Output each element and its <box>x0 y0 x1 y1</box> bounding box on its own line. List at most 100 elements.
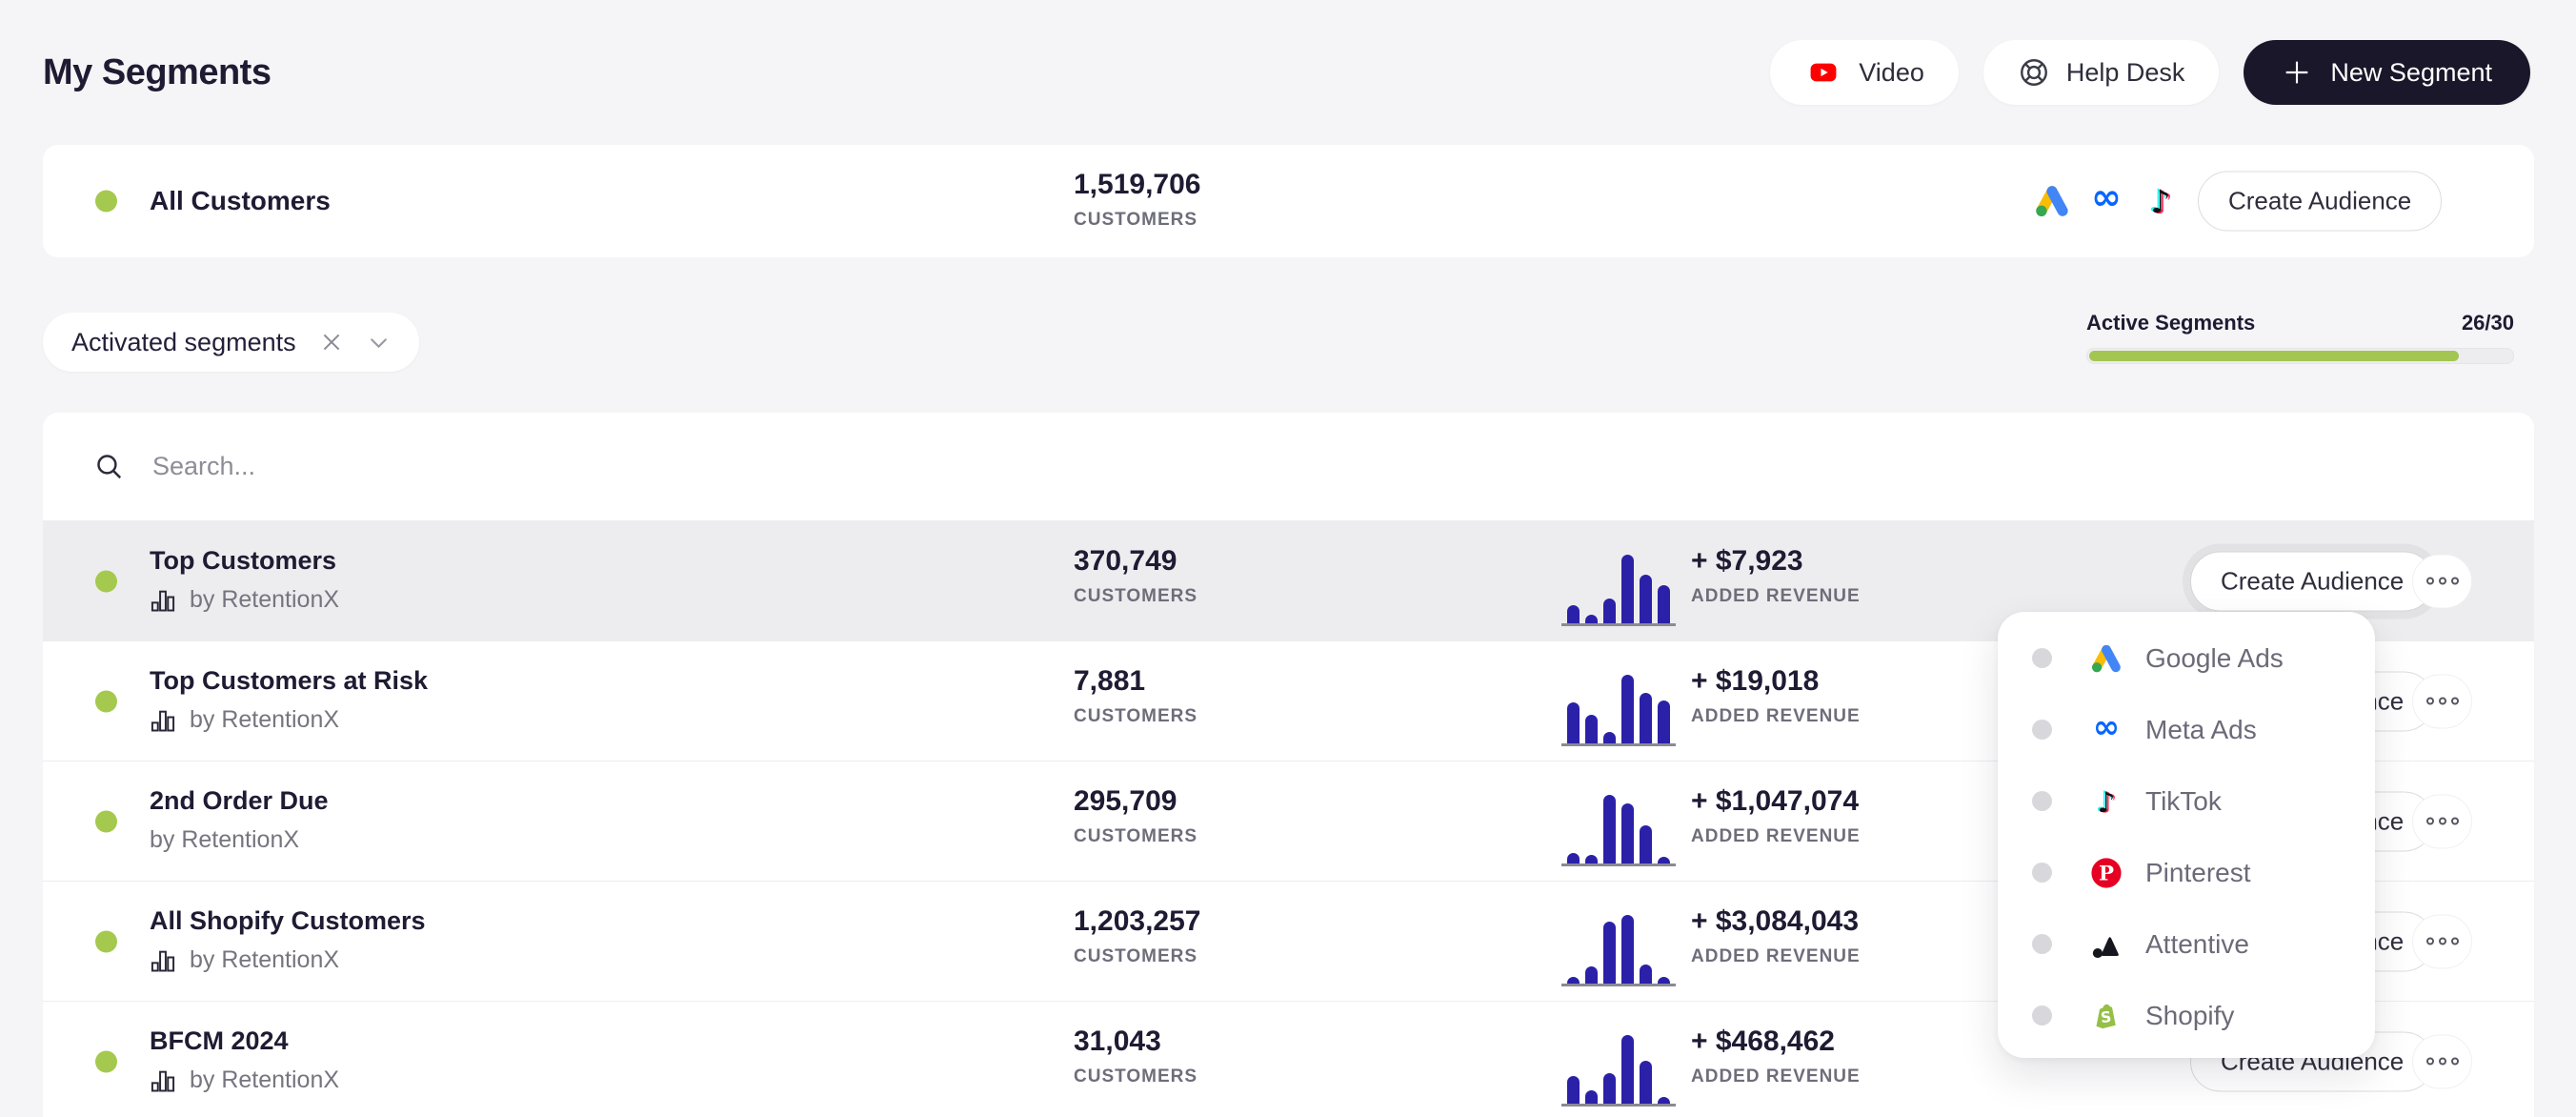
all-customers-count-block: 1,519,706 CUSTOMERS <box>1074 171 1200 230</box>
segment-row-top-customers[interactable]: Top Customers by RetentionX 370,749 CUST… <box>43 520 2534 640</box>
search-icon <box>93 451 125 482</box>
dropdown-item-label: TikTok <box>2145 785 2222 816</box>
added-revenue: + $468,462 <box>1691 1026 1835 1057</box>
customer-count-block: 370,749 CUSTOMERS <box>1074 545 1198 606</box>
added-revenue-label: ADDED REVENUE <box>1691 706 1861 726</box>
all-customers-card: All Customers 1,519,706 CUSTOMERS Create… <box>43 145 2534 257</box>
youtube-icon <box>1804 59 1842 86</box>
status-dot <box>95 570 117 592</box>
added-revenue-label: ADDED REVENUE <box>1691 946 1861 966</box>
quota-progress-track <box>2086 348 2514 364</box>
dropdown-item-attentive[interactable]: Attentive <box>1998 908 2375 980</box>
tiktok-icon <box>2143 183 2179 219</box>
radio-unselected[interactable] <box>2032 863 2052 883</box>
segment-name[interactable]: Top Customers at Risk <box>150 666 429 695</box>
page-title: My Segments <box>43 51 272 92</box>
radio-unselected[interactable] <box>2032 791 2052 811</box>
customers-label: CUSTOMERS <box>1074 946 1198 966</box>
dropdown-item-label: Meta Ads <box>2145 714 2257 744</box>
meta-ads-icon <box>2088 183 2124 219</box>
mini-chart-icon <box>150 947 176 974</box>
customer-count: 295,709 <box>1074 785 1177 817</box>
quota-progress-fill <box>2089 351 2459 361</box>
customers-label: CUSTOMERS <box>1074 706 1198 726</box>
help-desk-button[interactable]: Help Desk <box>1982 40 2220 105</box>
create-audience-button[interactable]: Create Audience <box>2190 551 2435 611</box>
quota-label: Active Segments <box>2086 311 2256 335</box>
more-options-button[interactable] <box>2412 794 2472 848</box>
segment-name[interactable]: 2nd Order Due <box>150 786 329 815</box>
chevron-down-icon[interactable] <box>367 331 391 355</box>
radio-unselected[interactable] <box>2032 1005 2052 1026</box>
video-button[interactable]: Video <box>1770 40 1959 105</box>
revenue-sparkline <box>1561 1031 1676 1107</box>
segment-byline: by RetentionX <box>190 706 340 733</box>
shopify-icon <box>2090 1000 2123 1032</box>
added-revenue-label: ADDED REVENUE <box>1691 826 1861 846</box>
quota-value: 26/30 <box>2461 311 2514 335</box>
dropdown-item-shopify[interactable]: Shopify <box>1998 980 2375 1051</box>
customer-count: 370,749 <box>1074 545 1177 577</box>
close-icon[interactable] <box>319 330 344 355</box>
radio-unselected[interactable] <box>2032 648 2052 668</box>
segment-byline: by RetentionX <box>190 586 340 613</box>
customers-label: CUSTOMERS <box>1074 586 1198 606</box>
segment-name[interactable]: All Shopify Customers <box>150 906 426 935</box>
new-segment-button-label: New Segment <box>2330 57 2492 87</box>
dropdown-item-meta-ads[interactable]: Meta Ads <box>1998 694 2375 765</box>
dropdown-item-google-ads[interactable]: Google Ads <box>1998 622 2375 694</box>
segments-list-card: Top Customers by RetentionX 370,749 CUST… <box>43 413 2534 1117</box>
customer-count-block: 295,709 CUSTOMERS <box>1074 785 1198 846</box>
status-dot <box>95 930 117 952</box>
pinterest-icon <box>2090 857 2123 889</box>
customer-count: 31,043 <box>1074 1026 1161 1057</box>
dropdown-item-tiktok[interactable]: TikTok <box>1998 765 2375 837</box>
added-revenue: + $7,923 <box>1691 545 1803 577</box>
customer-count: 7,881 <box>1074 665 1146 697</box>
added-revenue-block: + $3,084,043 ADDED REVENUE <box>1691 905 1861 966</box>
more-options-button[interactable] <box>2412 674 2472 728</box>
video-button-label: Video <box>1859 57 1924 87</box>
radio-unselected[interactable] <box>2032 934 2052 954</box>
status-dot <box>95 810 117 832</box>
plus-icon <box>2282 57 2312 88</box>
added-revenue-block: + $19,018 ADDED REVENUE <box>1691 665 1861 726</box>
dropdown-item-pinterest[interactable]: Pinterest <box>1998 837 2375 908</box>
added-revenue-block: + $1,047,074 ADDED REVENUE <box>1691 785 1861 846</box>
create-audience-button[interactable]: Create Audience <box>2198 171 2443 232</box>
more-options-button[interactable] <box>2412 554 2472 608</box>
more-options-button[interactable] <box>2412 1034 2472 1088</box>
customers-label: CUSTOMERS <box>1074 826 1198 846</box>
tiktok-icon <box>2090 785 2123 818</box>
dropdown-item-label: Pinterest <box>2145 857 2251 887</box>
more-options-button[interactable] <box>2412 914 2472 968</box>
added-revenue: + $3,084,043 <box>1691 905 1860 937</box>
segment-byline: by RetentionX <box>150 826 300 853</box>
dropdown-item-label: Shopify <box>2145 1000 2235 1030</box>
customer-count-block: 7,881 CUSTOMERS <box>1074 665 1198 726</box>
search-bar <box>43 413 2534 520</box>
search-input[interactable] <box>151 451 821 482</box>
help-desk-button-label: Help Desk <box>2065 57 2185 87</box>
added-revenue: + $1,047,074 <box>1691 785 1860 817</box>
page-header: My Segments Video Help Desk New Segment <box>43 23 2530 122</box>
revenue-sparkline <box>1561 671 1676 746</box>
added-revenue-label: ADDED REVENUE <box>1691 586 1861 606</box>
filter-chip-activated-segments[interactable]: Activated segments <box>43 313 419 372</box>
attentive-icon <box>2090 928 2123 961</box>
lifebuoy-icon <box>2018 56 2050 89</box>
revenue-sparkline <box>1561 791 1676 866</box>
added-revenue-block: + $468,462 ADDED REVENUE <box>1691 1026 1861 1087</box>
segment-name[interactable]: Top Customers <box>150 546 337 575</box>
active-segments-quota: Active Segments 26/30 <box>2086 311 2514 364</box>
new-segment-button[interactable]: New Segment <box>2244 40 2530 105</box>
customer-count-block: 1,203,257 CUSTOMERS <box>1074 905 1201 966</box>
customer-count: 1,203,257 <box>1074 905 1201 937</box>
customer-count-block: 31,043 CUSTOMERS <box>1074 1026 1197 1087</box>
radio-unselected[interactable] <box>2032 720 2052 740</box>
segment-name[interactable]: BFCM 2024 <box>150 1026 289 1055</box>
google-ads-icon <box>2090 642 2123 675</box>
dropdown-item-label: Attentive <box>2145 928 2249 959</box>
customers-label: CUSTOMERS <box>1074 210 1198 230</box>
added-revenue: + $19,018 <box>1691 665 1820 697</box>
